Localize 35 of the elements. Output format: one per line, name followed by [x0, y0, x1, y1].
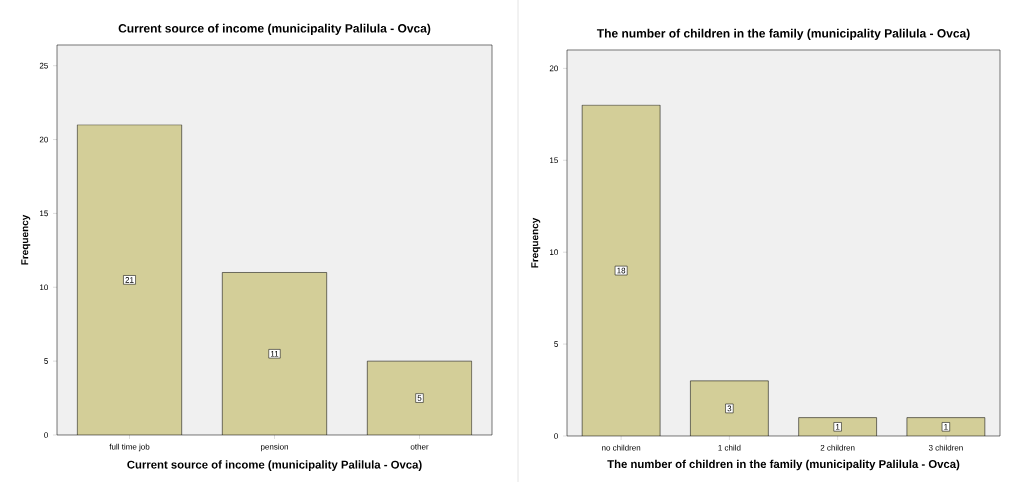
bar [581, 104, 661, 436]
x-axis-title: The number of children in the family (municipality Palilula - Ovca) [607, 459, 960, 471]
data-label: 5 [417, 395, 422, 401]
y-tick-label: 10 [550, 249, 558, 256]
bar [798, 417, 877, 436]
x-tick-label: other [410, 443, 429, 450]
x-tick-label: 3 children [928, 444, 963, 451]
y-tick-label: 5 [44, 358, 48, 364]
y-tick-label: 20 [549, 65, 558, 72]
y-axis-title: Frequency [531, 217, 541, 268]
data-label: 1 [836, 424, 840, 430]
chart-title: Current source of income (municipality Palilula - Ovca) [118, 23, 431, 35]
x-tick-label: full time job [109, 443, 150, 452]
data-label: 3 [727, 405, 732, 412]
data-label: 18 [617, 267, 626, 274]
bar [690, 380, 769, 436]
x-tick-label: no children [602, 444, 641, 451]
y-tick-label: 15 [550, 157, 558, 164]
x-tick-label: 1 child [718, 444, 741, 451]
data-label: 21 [125, 277, 134, 283]
y-tick-label: 10 [40, 284, 48, 291]
chart-title: The number of children in the family (municipality Palilula - Ovca) [596, 28, 970, 40]
x-tick-label: 2 children [820, 444, 855, 451]
bar [906, 417, 986, 436]
y-axis-title: Frequency [21, 214, 31, 265]
data-label: 1 [944, 424, 948, 430]
x-axis-title: Current source of income (municipality Palilula - Ovca) [127, 460, 422, 471]
y-tick-label: 15 [40, 210, 48, 217]
x-tick-label: pension [261, 443, 288, 452]
y-tick-label: 0 [554, 433, 558, 439]
data-label: 11 [270, 351, 279, 357]
y-tick-label: 0 [44, 432, 48, 438]
y-tick-label: 25 [39, 62, 48, 69]
y-tick-label: 5 [554, 341, 558, 347]
y-tick-label: 20 [39, 136, 48, 143]
